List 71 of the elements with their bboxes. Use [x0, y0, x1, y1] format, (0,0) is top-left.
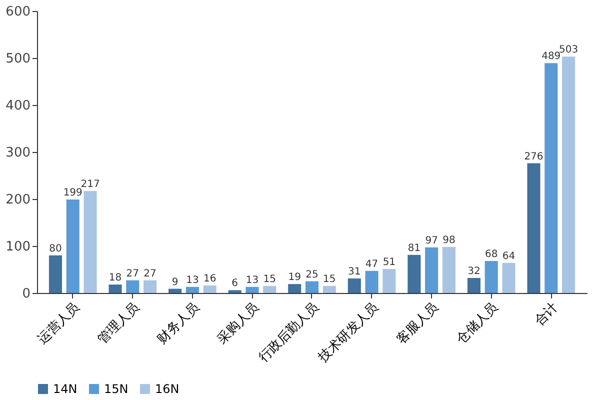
- bar: [126, 280, 140, 293]
- bar: [484, 261, 498, 293]
- bar: [527, 163, 540, 293]
- bar: [562, 56, 576, 293]
- y-tick-label: 100: [6, 240, 30, 254]
- bar: [467, 278, 480, 293]
- bar: [382, 269, 396, 293]
- data-label: 51: [382, 257, 396, 268]
- y-tick-label: 600: [6, 4, 30, 20]
- legend-label: 15N: [104, 382, 128, 396]
- bar: [365, 270, 378, 293]
- bar: [442, 246, 456, 293]
- data-label: 97: [425, 235, 438, 246]
- bar: [408, 254, 421, 293]
- data-label: 15: [323, 274, 336, 285]
- bar: [348, 278, 361, 293]
- y-tick-label: 400: [6, 98, 30, 114]
- x-tick-label: 财务人员: [154, 300, 202, 348]
- data-label: 19: [288, 272, 301, 284]
- data-label: 80: [49, 243, 62, 254]
- data-label: 9: [172, 276, 178, 288]
- bar: [263, 286, 276, 293]
- data-label: 25: [306, 269, 318, 280]
- data-label: 81: [408, 242, 421, 254]
- data-label: 68: [484, 249, 498, 260]
- bar: [108, 284, 122, 293]
- data-label: 27: [144, 268, 156, 280]
- data-label: 13: [186, 274, 199, 286]
- data-label: 13: [246, 274, 259, 286]
- data-label: 199: [63, 187, 82, 198]
- data-label: 47: [365, 258, 378, 270]
- x-tick-label: 仓储人员: [454, 300, 502, 348]
- x-tick-label: 采购人员: [214, 300, 262, 348]
- bar: [203, 285, 216, 293]
- data-label: 27: [126, 268, 140, 280]
- bar: [502, 262, 516, 293]
- legend-label: 16N: [155, 382, 180, 396]
- bar: [288, 284, 302, 293]
- bar: [425, 247, 438, 293]
- bar: [544, 63, 558, 293]
- data-label: 32: [468, 266, 480, 277]
- data-label: 15: [263, 274, 276, 285]
- data-label: 31: [348, 266, 361, 278]
- data-label: 64: [502, 250, 516, 262]
- bar: [228, 290, 242, 293]
- legend-label: 14N: [53, 382, 78, 396]
- bar: [168, 288, 182, 293]
- data-label: 98: [442, 234, 456, 246]
- bar: [305, 281, 319, 293]
- bar: [186, 286, 199, 293]
- data-label: 16: [203, 273, 216, 284]
- x-tick-label: 运营人员: [35, 300, 83, 348]
- data-label: 489: [542, 51, 561, 62]
- data-label: 18: [108, 272, 122, 284]
- x-tick-label: 管理人员: [95, 300, 143, 348]
- y-tick-label: 0: [22, 286, 30, 302]
- data-label: 217: [80, 179, 100, 190]
- data-label: 276: [524, 151, 544, 162]
- data-label: 6: [232, 278, 238, 290]
- bar: [144, 280, 157, 293]
- x-tick-label: 合计: [532, 300, 562, 329]
- y-tick-label: 300: [6, 146, 30, 160]
- bar: [66, 199, 80, 293]
- bar: [246, 286, 259, 293]
- bar: [322, 286, 336, 293]
- bar: [84, 191, 97, 293]
- bar: [48, 255, 62, 293]
- y-tick-label: 200: [6, 192, 30, 208]
- x-tick-label: 客服人员: [393, 299, 442, 348]
- y-tick-label: 500: [6, 52, 30, 66]
- data-label: 503: [558, 44, 578, 56]
